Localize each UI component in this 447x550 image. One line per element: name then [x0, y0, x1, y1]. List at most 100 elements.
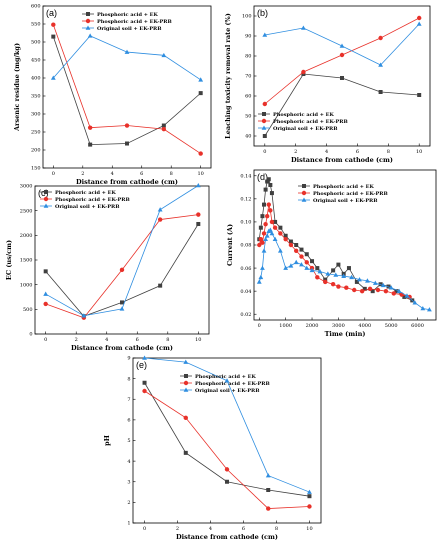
data-point — [87, 33, 93, 38]
data-point — [196, 212, 201, 217]
data-point — [119, 306, 125, 311]
data-point — [304, 265, 310, 270]
x-tick-label: 0 — [44, 337, 47, 343]
legend-entry: Phosphoric acid + EK — [55, 190, 116, 196]
data-point — [354, 279, 359, 284]
data-point — [394, 289, 399, 294]
y-tick-label: 6 — [127, 418, 130, 424]
data-point — [198, 151, 203, 156]
panel-label: (e) — [136, 360, 147, 370]
data-point — [346, 266, 351, 271]
x-tick-label: 0 — [258, 323, 261, 329]
data-point — [263, 222, 268, 227]
legend-marker — [261, 118, 267, 124]
y-tick-label: 2 — [127, 500, 130, 506]
data-point — [158, 283, 163, 288]
x-tick-label: 4 — [325, 149, 328, 155]
data-point — [294, 248, 299, 253]
y-tick-label: 1000 — [20, 282, 33, 288]
data-point — [183, 415, 188, 421]
data-point — [378, 90, 383, 94]
y-tick-label: 50 — [245, 114, 251, 120]
data-point — [195, 183, 201, 188]
series-0 — [51, 34, 203, 147]
y-tick-label: 500 — [31, 40, 41, 46]
data-point — [262, 32, 268, 37]
legend-marker — [184, 374, 188, 378]
x-tick-label: 2 — [176, 526, 179, 532]
data-point — [288, 242, 294, 248]
x-axis-label: Distance from cathode (cm) — [76, 178, 178, 186]
data-point — [301, 69, 306, 75]
data-point — [157, 207, 163, 212]
legend-entry: Phosphoric acid + EK-PRB — [55, 197, 130, 203]
data-point — [370, 289, 375, 294]
data-point — [269, 219, 275, 225]
x-tick-label: 0 — [52, 171, 55, 177]
y-tick-label: 0.02 — [240, 312, 251, 318]
data-point — [157, 217, 163, 222]
data-point — [266, 177, 271, 182]
data-point — [339, 52, 345, 58]
data-point — [375, 287, 381, 293]
x-tick-label: 4 — [209, 526, 212, 532]
data-point — [196, 221, 201, 226]
series-2 — [256, 227, 432, 312]
data-point — [272, 225, 278, 230]
y-axis-label: Arsenic residue (mg/kg) — [13, 43, 21, 132]
series-line — [144, 382, 310, 497]
data-point — [299, 247, 304, 252]
x-tick-label: 0 — [143, 526, 146, 532]
y-tick-label: 0.12 — [240, 197, 251, 203]
data-point — [388, 285, 394, 290]
data-point — [198, 91, 203, 96]
y-tick-label: 150 — [31, 166, 41, 172]
legend-marker — [85, 25, 91, 30]
series-0 — [257, 177, 415, 303]
x-tick-label: 2 — [294, 149, 297, 155]
y-tick-label: 5 — [127, 438, 130, 444]
y-tick-label: 350 — [31, 94, 41, 100]
legend-marker — [85, 18, 91, 24]
legend-marker — [43, 203, 49, 208]
legend-entry: Original soil + EK-PRB — [55, 204, 119, 210]
data-point — [323, 277, 328, 282]
plot-frame — [42, 5, 212, 169]
data-point — [301, 25, 306, 30]
data-point — [304, 252, 309, 257]
data-point — [266, 202, 271, 207]
series-1 — [142, 388, 312, 511]
legend-marker — [301, 190, 307, 196]
x-tick-label: 8 — [387, 149, 390, 155]
x-tick-label: 8 — [170, 171, 173, 177]
data-point — [273, 219, 278, 224]
y-tick-label: 70 — [245, 74, 251, 80]
legend-marker — [86, 12, 90, 16]
data-point — [357, 277, 362, 282]
y-tick-label: 0.08 — [240, 243, 251, 249]
data-point — [51, 34, 56, 39]
y-tick-label: 3 — [127, 479, 130, 485]
data-point — [283, 237, 288, 242]
series-2 — [43, 183, 201, 318]
y-tick-label: 2000 — [20, 233, 33, 239]
data-point — [412, 300, 418, 305]
legend-entry: Phosphoric acid + EK-PRB — [313, 191, 388, 197]
data-point — [359, 288, 365, 294]
x-axis-label: Distance from cathode (cm) — [71, 344, 173, 352]
data-point — [81, 313, 87, 318]
data-point — [427, 307, 432, 312]
data-point — [120, 300, 124, 305]
data-point — [288, 263, 294, 268]
panel-label: (c) — [38, 188, 49, 198]
data-point — [264, 213, 270, 219]
data-point — [396, 288, 402, 293]
y-tick-label: 1 — [127, 521, 130, 527]
data-point — [51, 22, 56, 27]
data-point — [362, 286, 367, 291]
data-point — [278, 231, 283, 236]
chart-panel-0: 0 2 4 6 8 10 150 200 250 300 350 400 450 500 550 600 Dis… — [13, 4, 212, 186]
x-tick-label: 10 — [195, 337, 201, 343]
y-tick-label: 9 — [127, 356, 130, 362]
